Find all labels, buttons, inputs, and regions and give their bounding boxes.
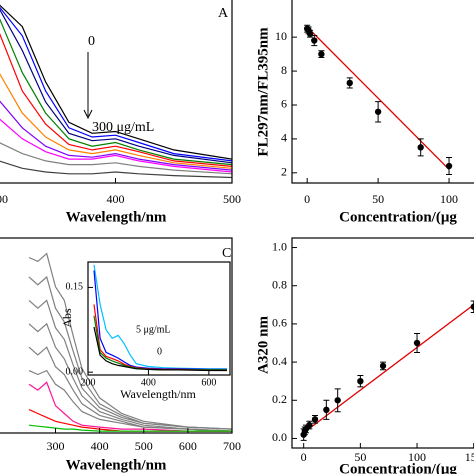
x-tick-label: 600 [201, 377, 216, 388]
y-tick-label: 10 [275, 29, 287, 43]
x-tick-label: 500 [135, 439, 153, 453]
frame [0, 237, 233, 434]
y-tick-label: 0.8 [272, 277, 287, 291]
y-tick-label: 8 [281, 63, 287, 77]
spectrum-line [28, 252, 232, 430]
spectrum-line [0, 73, 232, 169]
y-tick-label: 6 [281, 97, 287, 111]
data-point [413, 339, 421, 347]
data-point [374, 108, 382, 115]
arrow-head [83, 109, 93, 120]
plot-area [300, 300, 474, 441]
y-axis-label: FL297nm/FL395nm [255, 27, 271, 157]
y-tick-label: 0.4 [272, 354, 287, 368]
x-tick-label: 50 [354, 450, 366, 464]
x-axis-label: Wavelength/nm [120, 387, 196, 401]
y-tick-label: 0.0 [272, 430, 287, 444]
plot-area [0, 4, 232, 179]
spectrum-line [28, 322, 232, 432]
x-tick-label: 150 [465, 450, 474, 464]
annotation: 0 [157, 346, 162, 357]
x-axis-label: Concentration/(μg [339, 461, 457, 474]
x-tick-label: 300 [46, 439, 64, 453]
x-tick-label: 400 [107, 192, 125, 206]
plot-area [303, 24, 453, 176]
y-tick-label: 0.00 [66, 366, 84, 377]
data-point [445, 162, 453, 170]
annotation: 0 [88, 34, 95, 49]
x-tick-label: 500 [223, 192, 241, 206]
x-tick-label: 0 [301, 450, 307, 464]
y-tick-label: 0.6 [272, 316, 287, 330]
y-tick-label: 4 [281, 131, 287, 145]
spectrum-line [0, 6, 232, 162]
x-tick-label: 0 [304, 192, 310, 206]
frame [0, 0, 233, 184]
annotation: C [222, 246, 231, 261]
spectrum-line [28, 299, 232, 430]
data-point [306, 421, 313, 429]
frame [291, 0, 474, 184]
spectrum-line [0, 18, 232, 166]
plot-area [93, 264, 227, 372]
x-tick-label: 400 [141, 377, 156, 388]
spectrum-line [0, 142, 232, 175]
x-tick-label: 200 [81, 377, 96, 388]
data-point [357, 377, 364, 385]
spectrum-line [0, 160, 232, 179]
y-axis-label: Abs [60, 308, 74, 328]
annotation: 5 μg/mL [136, 324, 171, 335]
spectrum-line [93, 326, 227, 372]
inset-bg [88, 262, 230, 375]
x-tick-label: 100 [440, 192, 458, 206]
spectrum-line [28, 369, 232, 432]
y-tick-label: 1.0 [272, 239, 287, 253]
spectrum-line [0, 118, 232, 173]
data-point [311, 37, 318, 44]
spectrum-line [0, 32, 232, 167]
frame [87, 261, 231, 376]
data-point [334, 397, 341, 404]
y-tick-label: 0.2 [272, 392, 287, 406]
data-point [318, 50, 325, 58]
spectrum-line [0, 8, 232, 164]
x-axis-label: Wavelength/nm [66, 209, 167, 225]
x-tick-label: 50 [372, 192, 384, 206]
frame [291, 237, 474, 449]
y-axis-label: A320 nm [255, 316, 271, 374]
annotation: A [218, 6, 229, 21]
x-axis-label: Wavelength/nm [66, 457, 167, 473]
data-point [311, 416, 319, 423]
data-point [417, 144, 424, 151]
fit-line [303, 304, 474, 434]
x-tick-label: 400 [91, 439, 109, 453]
x-tick-label: 300 [0, 192, 8, 206]
y-tick-label: 0.15 [66, 282, 84, 293]
annotation: 300 μg/mL [92, 120, 154, 135]
fit-line [306, 26, 450, 170]
x-tick-label: 600 [179, 439, 197, 453]
x-tick-label: 700 [223, 439, 241, 453]
spectrum-line [28, 381, 232, 432]
x-axis-label: Concentration/(μg [339, 209, 457, 225]
data-point [346, 79, 353, 87]
spectrum-line [0, 4, 232, 160]
data-point [470, 303, 474, 310]
data-point [379, 362, 387, 370]
data-point [306, 30, 314, 37]
x-tick-label: 100 [408, 450, 426, 464]
y-tick-label: 2 [281, 165, 287, 179]
spectrum-line [0, 100, 232, 171]
plot-area [28, 252, 232, 432]
data-point [323, 406, 330, 414]
spectrum-line [28, 424, 232, 432]
